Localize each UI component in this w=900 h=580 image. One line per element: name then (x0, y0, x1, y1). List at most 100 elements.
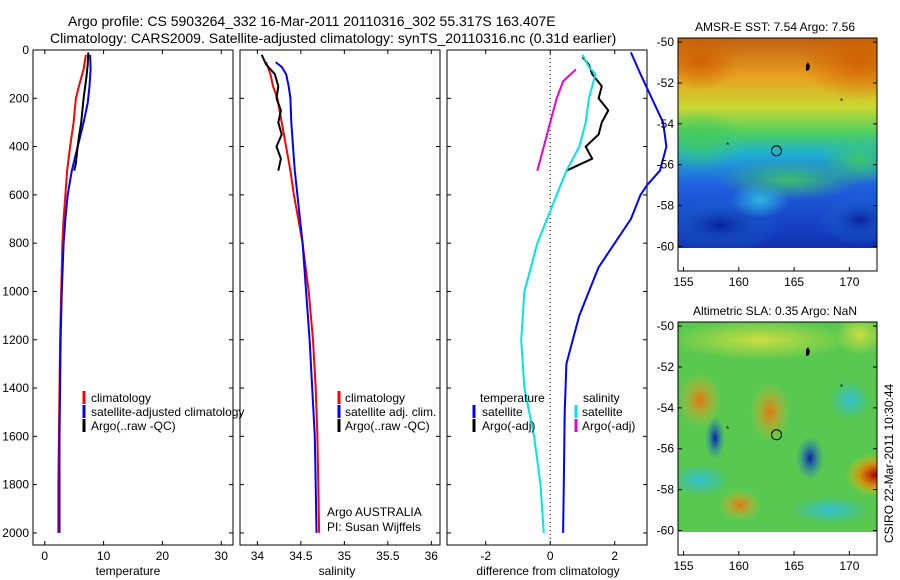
series-line-satellite (562, 51, 668, 533)
salinity-series (260, 54, 321, 533)
depth-tick-labels: 0 200 400 600 800 1000 1200 1400 1600 1800 2000 (2, 43, 647, 540)
legend-heading-salinity: salinity (583, 391, 620, 405)
difference-xlabel: difference from climatology (476, 564, 619, 578)
island-marker: * (840, 97, 843, 106)
difference-series (520, 51, 668, 533)
lat-tick-label: -52 (657, 360, 675, 374)
lon-tick-label: 160 (729, 275, 749, 289)
sla-map-panel: Altimetric SLA: 0.35 Argo: NaN -50 -52 -54… (657, 304, 878, 573)
x-tick-label: 34.5 (289, 549, 313, 563)
sst-lat-ticks: -50 -52 -54 -56 -58 -60 (657, 35, 877, 253)
legend-heading-temperature: temperature (480, 391, 545, 405)
legend-label-argo: Argo(..raw -QC) (91, 419, 176, 433)
argo-location-marker (770, 145, 782, 157)
island-marker (806, 62, 810, 71)
lat-tick-label: -58 (657, 199, 675, 213)
x-tick-label: 0 (41, 549, 48, 563)
x-tick-label: 35 (338, 549, 352, 563)
depth-tick-label: 600 (9, 188, 29, 202)
depth-tick-label: 1400 (2, 381, 29, 395)
depth-tick-label: 1000 (2, 284, 29, 298)
salinity-axes-box (239, 49, 441, 546)
depth-tick-label: 1200 (2, 333, 29, 347)
sst-lon-ticks: 155 160 165 170 (674, 267, 860, 289)
lat-tick-label: -54 (657, 117, 675, 131)
temperature-legend: climatology satellite-adjusted climatolo… (82, 391, 244, 433)
legend-label-temp-satellite: satellite (482, 405, 523, 419)
sst-map-panel: AMSR-E SST: 7.54 Argo: 7.56 -50 -52 -54 -56… (657, 20, 878, 289)
legend-label-argo: Argo(..raw -QC) (345, 419, 430, 433)
x-tick-label: 30 (215, 549, 229, 563)
salinity-legend: climatology satellite adj. clim. Argo(..… (337, 391, 436, 433)
lon-tick-label: 170 (839, 275, 859, 289)
csiro-timestamp: CSIRO 22-Mar-2011 10:30:44 (882, 383, 896, 543)
x-tick-label: 20 (156, 549, 170, 563)
temperature-axes-box (32, 49, 234, 546)
series-line-argo-raw-qc- (73, 52, 90, 171)
lat-tick-label: -56 (657, 442, 675, 456)
series-line-argo-raw-qc- (260, 54, 283, 171)
temperature-x-ticks: 0 10 20 30 (41, 50, 228, 563)
x-tick-label: 0 (547, 549, 554, 563)
difference-panel: -2 0 2 difference from climatology tempera… (446, 49, 668, 578)
series-line-satellite-adjusted-climatology (58, 54, 92, 533)
sla-lon-ticks: 155 160 165 170 (674, 551, 860, 573)
lat-tick-label: -50 (657, 35, 675, 49)
salinity-panel: 34 34.5 35 35.5 36 salinity climatology sate… (239, 49, 441, 578)
header-line-2: Climatology: CARS2009. Satellite-adjuste… (50, 30, 616, 46)
sst-map-title: AMSR-E SST: 7.54 Argo: 7.56 (695, 20, 855, 34)
sla-island-markers: * * (726, 347, 843, 434)
lat-tick-label: -50 (657, 319, 675, 333)
island-marker (806, 347, 810, 356)
legend-label-sal-argo: Argo(-adj) (582, 419, 635, 433)
header-line-1: Argo profile: CS 5903264_332 16-Mar-2011… (68, 13, 556, 29)
x-tick-label: 35.5 (376, 549, 400, 563)
lat-tick-label: -60 (657, 523, 675, 537)
legend-label-temp-argo: Argo(-adj) (482, 419, 535, 433)
island-marker: * (726, 425, 729, 434)
x-tick-label: 34 (251, 549, 265, 563)
depth-tick-label: 800 (9, 236, 29, 250)
lat-tick-label: -56 (657, 158, 675, 172)
island-marker: * (840, 383, 843, 392)
difference-legend: temperature satellite Argo(-adj) salinit… (472, 391, 635, 433)
series-line-satellite (520, 54, 597, 533)
lon-tick-label: 165 (784, 275, 804, 289)
legend-label-satellite: satellite adj. clim. (345, 405, 436, 419)
depth-tick-label: 400 (9, 140, 29, 154)
series-line-satellite-adj-clim- (275, 61, 318, 533)
depth-tick-label: 2000 (2, 526, 29, 540)
legend-label-climatology: climatology (345, 391, 405, 405)
x-tick-label: 10 (97, 549, 111, 563)
x-tick-label: -2 (480, 549, 491, 563)
lon-tick-label: 165 (784, 559, 804, 573)
sst-island-markers: * * (726, 62, 843, 150)
x-tick-label: 2 (611, 549, 618, 563)
lat-tick-label: -54 (657, 401, 675, 415)
lat-tick-label: -58 (657, 483, 675, 497)
depth-tick-label: 200 (9, 91, 29, 105)
lon-tick-label: 170 (839, 559, 859, 573)
salinity-xlabel: salinity (319, 564, 356, 578)
island-marker: * (726, 141, 729, 150)
temperature-series (57, 52, 92, 533)
salinity-x-ticks: 34 34.5 35 35.5 36 (251, 50, 438, 563)
temperature-xlabel: temperature (96, 564, 161, 578)
legend-label-climatology: climatology (91, 391, 151, 405)
depth-tick-label: 1800 (2, 478, 29, 492)
sla-lat-ticks: -50 -52 -54 -56 -58 -60 (657, 319, 877, 537)
legend-label-satellite: satellite-adjusted climatology (91, 405, 244, 419)
depth-tick-label: 0 (22, 43, 29, 57)
argo-annotation-1: Argo AUSTRALIA (327, 505, 422, 519)
sst-heatmap (678, 38, 877, 248)
series-line-climatology (265, 61, 321, 533)
sla-heatmap (678, 322, 877, 532)
sst-axes-box (677, 37, 878, 272)
lon-tick-label: 155 (674, 559, 694, 573)
depth-tick-label: 1600 (2, 429, 29, 443)
lon-tick-label: 155 (674, 275, 694, 289)
series-line-argo-adj- (536, 68, 577, 171)
lat-tick-label: -60 (657, 239, 675, 253)
